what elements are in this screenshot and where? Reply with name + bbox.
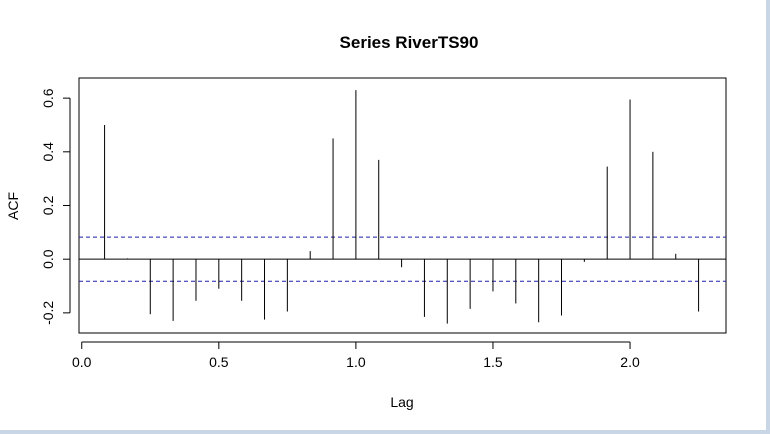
confidence-bounds [79, 236, 726, 282]
x-axis: 0.0 0.5 1.0 1.5 2.0 [72, 341, 640, 370]
y-axis: -0.2 0.0 0.2 0.4 0.6 [40, 88, 71, 325]
x-tick-label: 0.5 [209, 354, 229, 370]
y-axis-label: ACF [5, 192, 21, 220]
x-tick-label: 2.0 [620, 354, 640, 370]
plot-frame [78, 77, 727, 334]
x-axis-label: Lag [390, 394, 413, 410]
x-tick-label: 0.0 [72, 354, 92, 370]
y-tick-label: -0.2 [40, 301, 56, 325]
acf-bars [104, 90, 700, 324]
x-tick-label: 1.0 [346, 354, 366, 370]
y-tick-label: 0.4 [40, 142, 56, 162]
x-tick-label: 1.5 [483, 354, 503, 370]
y-tick-label: 0.6 [40, 88, 56, 108]
chart-title: Series RiverTS90 [340, 33, 479, 52]
y-tick-label: 0.2 [40, 196, 56, 216]
y-tick-label: 0.0 [40, 249, 56, 269]
